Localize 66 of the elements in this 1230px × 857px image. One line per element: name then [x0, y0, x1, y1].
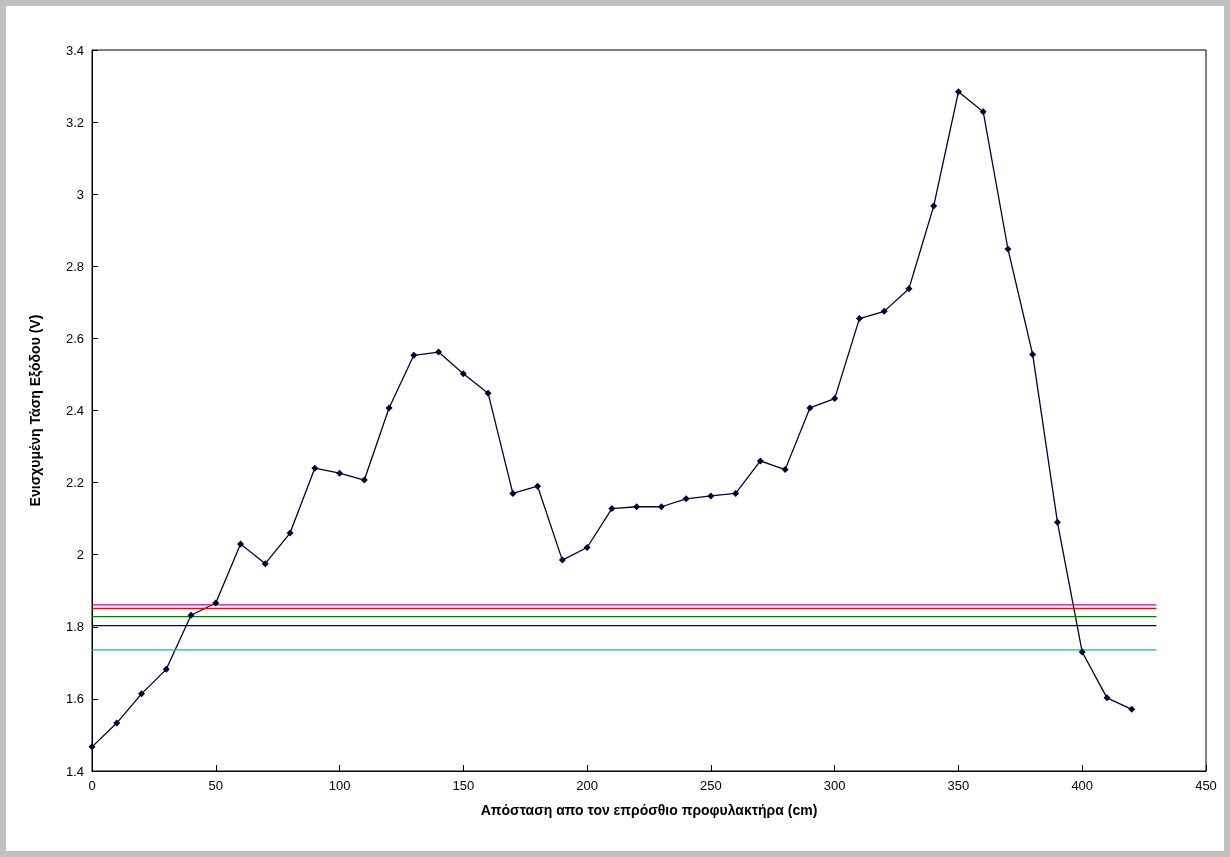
x-tick-label: 100	[328, 778, 351, 793]
y-tick-label: 2.2	[65, 475, 84, 491]
x-tick-label: 450	[1195, 778, 1217, 793]
point	[707, 492, 715, 500]
point	[1078, 648, 1086, 656]
point	[657, 503, 665, 511]
point	[509, 489, 517, 497]
x-tick-label: 250	[700, 778, 722, 793]
point	[410, 351, 418, 359]
point	[880, 307, 888, 315]
point	[1029, 351, 1037, 359]
x-axis-title: Απόσταση απο τον επρόσθιο προφυλακτήρα (cm)	[480, 802, 818, 818]
point	[385, 404, 393, 412]
point	[1103, 694, 1111, 702]
point	[831, 395, 839, 403]
y-tick-label: 3	[76, 186, 84, 202]
point	[1053, 518, 1061, 526]
point	[855, 315, 863, 323]
point	[781, 466, 789, 474]
y-tick-label: 2.6	[65, 330, 84, 346]
point	[162, 665, 170, 673]
point	[732, 489, 740, 497]
point	[534, 482, 542, 490]
point	[756, 457, 764, 465]
y-tick-label: 1.8	[65, 619, 84, 635]
point	[336, 469, 344, 477]
point	[954, 88, 962, 96]
point	[360, 476, 368, 484]
x-tick-label: 350	[947, 778, 970, 793]
point	[633, 503, 641, 511]
point	[558, 556, 566, 564]
y-tick-label: 3.4	[65, 42, 84, 58]
y-tick-label: 1.6	[65, 691, 84, 707]
point	[979, 108, 987, 116]
point	[484, 389, 492, 397]
y-tick-label: 2.4	[65, 403, 84, 418]
point	[138, 690, 146, 698]
x-tick-label: 400	[1071, 778, 1094, 793]
point	[113, 719, 121, 727]
point	[187, 611, 195, 619]
point	[806, 404, 814, 412]
x-tick-label: 50	[208, 778, 224, 793]
point	[261, 560, 269, 568]
point	[311, 464, 319, 472]
x-tick-label: 150	[452, 778, 475, 793]
point	[435, 348, 443, 356]
point	[88, 743, 96, 751]
point	[905, 285, 913, 293]
x-tick-label: 200	[576, 778, 598, 793]
y-tick-label: 3.2	[65, 114, 84, 130]
point	[1128, 705, 1136, 713]
point	[608, 505, 616, 513]
point	[1004, 245, 1012, 253]
point	[286, 529, 294, 537]
y-tick-label: 2.8	[65, 258, 84, 274]
y-tick-label: 1.4	[65, 763, 84, 779]
point	[459, 370, 467, 378]
y-tick-label: 2	[76, 547, 84, 563]
point	[930, 202, 938, 210]
point	[237, 540, 245, 548]
point	[682, 495, 690, 503]
point	[583, 543, 591, 551]
x-tick-label: 0	[88, 778, 96, 793]
y-axis-title: Ενισχυμένη Τάση Εξόδου (V)	[27, 314, 43, 507]
point	[212, 599, 220, 607]
x-tick-label: 300	[823, 778, 846, 793]
